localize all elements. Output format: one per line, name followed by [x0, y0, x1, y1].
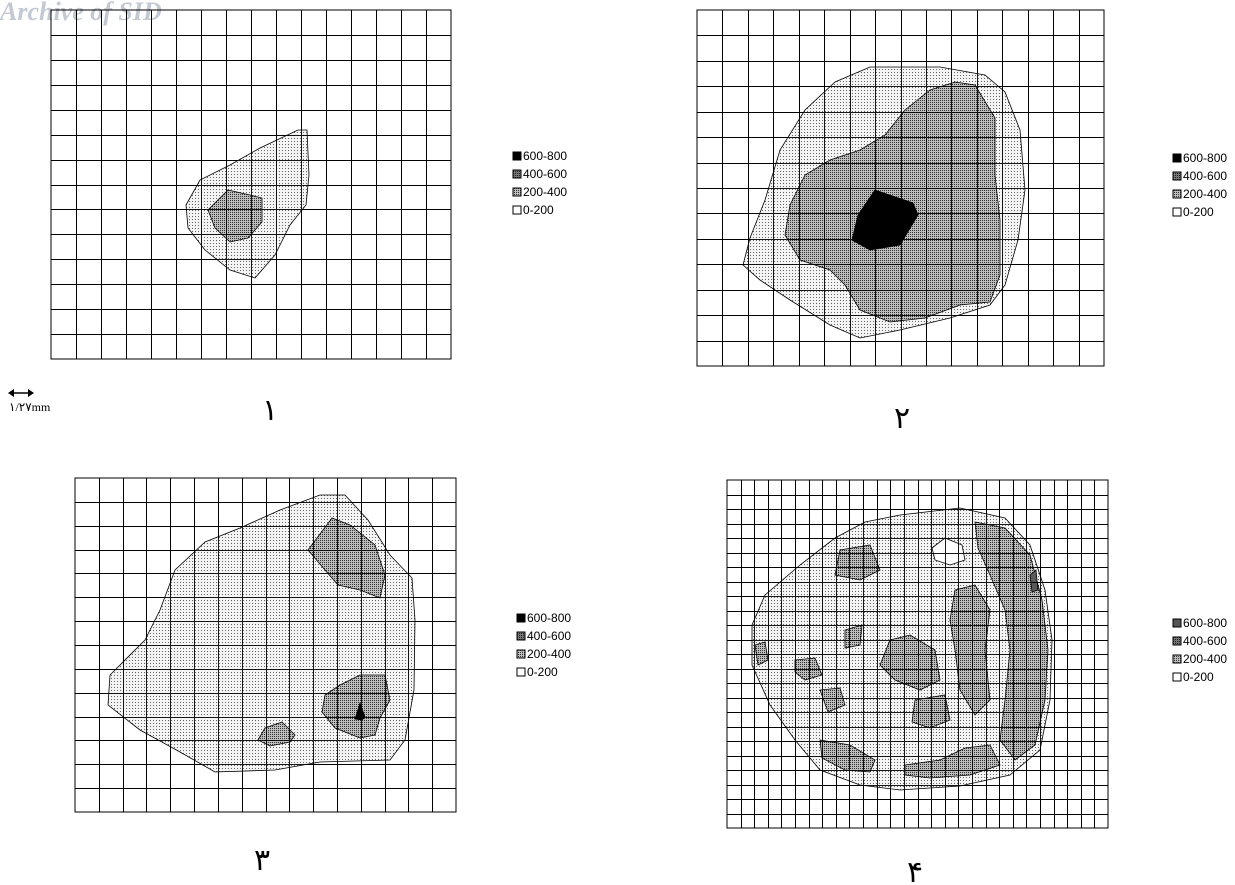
grid-4-overlay	[727, 480, 1108, 828]
panel-4-region-400-600-a	[879, 634, 941, 691]
legend-swatch-200-400	[512, 187, 522, 197]
legend-label: 200-400	[1183, 187, 1227, 201]
panel-4-region-400-600-h	[819, 687, 846, 713]
panel-4-label: ۴	[907, 855, 923, 885]
panel-2-legend: 600-800 400-600 200-400 0-200	[1172, 151, 1227, 219]
legend-swatch-600-800	[516, 613, 526, 623]
legend-label: 600-800	[1183, 616, 1227, 630]
watermark-text: Archive of SID	[0, 0, 162, 26]
panel-3-frame	[74, 477, 457, 813]
legend-swatch-200-400	[1172, 654, 1182, 664]
legend-swatch-600-800	[512, 151, 522, 161]
legend-swatch-400-600	[516, 631, 526, 641]
grid-3-overlay	[75, 478, 456, 812]
panel-4-frame	[726, 479, 1109, 829]
legend-swatch-600-800	[1172, 153, 1182, 163]
legend-label: 200-400	[523, 185, 567, 199]
legend-label: 400-600	[1183, 169, 1227, 183]
legend-label: 600-800	[523, 149, 567, 163]
panel-3-region-400-600-b	[321, 674, 391, 739]
panel-3-legend: 600-800 400-600 200-400 0-200	[516, 611, 571, 679]
legend-label: 600-800	[1183, 151, 1227, 165]
legend-swatch-0-200	[1172, 672, 1182, 682]
legend-label: 400-600	[1183, 634, 1227, 648]
panel-2: 600-800 400-600 200-400 0-200 ۲	[696, 9, 1227, 436]
panel-1: 600-800 400-600 200-400 0-200 ۱	[50, 9, 567, 428]
legend-swatch-0-200	[1172, 207, 1182, 217]
grid-1-overlay	[51, 10, 451, 359]
panel-2-frame	[696, 9, 1105, 367]
grid-2-overlay	[697, 10, 1104, 366]
legend-label: 600-800	[527, 611, 571, 625]
scale-arrow-left-icon	[8, 389, 14, 397]
legend-swatch-200-400	[1172, 189, 1182, 199]
legend-label: 200-400	[1183, 652, 1227, 666]
legend-label: 400-600	[523, 167, 567, 181]
panel-3-label: ۳	[254, 843, 270, 878]
panel-4: 600-800 400-600 200-400 0-200 ۴	[726, 479, 1227, 885]
legend-label: 0-200	[1183, 205, 1214, 219]
legend-swatch-400-600	[1172, 171, 1182, 181]
panel-2-label: ۲	[894, 401, 910, 436]
legend-swatch-600-800	[1172, 618, 1182, 628]
panel-4-region-400-600-mid	[949, 584, 991, 716]
panel-3: 600-800 400-600 200-400 0-200 ۳	[74, 477, 571, 878]
legend-swatch-400-600	[512, 169, 522, 179]
panel-1-legend: 600-800 400-600 200-400 0-200	[512, 149, 567, 217]
legend-label: 0-200	[1183, 670, 1214, 684]
legend-label: 0-200	[523, 203, 554, 217]
scale-arrow-right-icon	[28, 389, 34, 397]
legend-label: 200-400	[527, 647, 571, 661]
panel-1-label: ۱	[262, 393, 278, 428]
panel-3-region-400-600-a	[307, 517, 386, 599]
panel-1-region-400-600	[207, 189, 263, 243]
legend-swatch-0-200	[516, 667, 526, 677]
scale-marker: ۱/۲۷mm	[8, 389, 51, 414]
legend-swatch-400-600	[1172, 636, 1182, 646]
legend-label: 0-200	[527, 665, 558, 679]
legend-swatch-0-200	[512, 205, 522, 215]
panel-4-legend: 600-800 400-600 200-400 0-200	[1172, 616, 1227, 684]
scale-label: ۱/۲۷mm	[9, 400, 51, 414]
panel-1-frame	[50, 9, 452, 360]
panel-4-region-600-800	[1029, 569, 1039, 593]
legend-label: 400-600	[527, 629, 571, 643]
legend-swatch-200-400	[516, 649, 526, 659]
